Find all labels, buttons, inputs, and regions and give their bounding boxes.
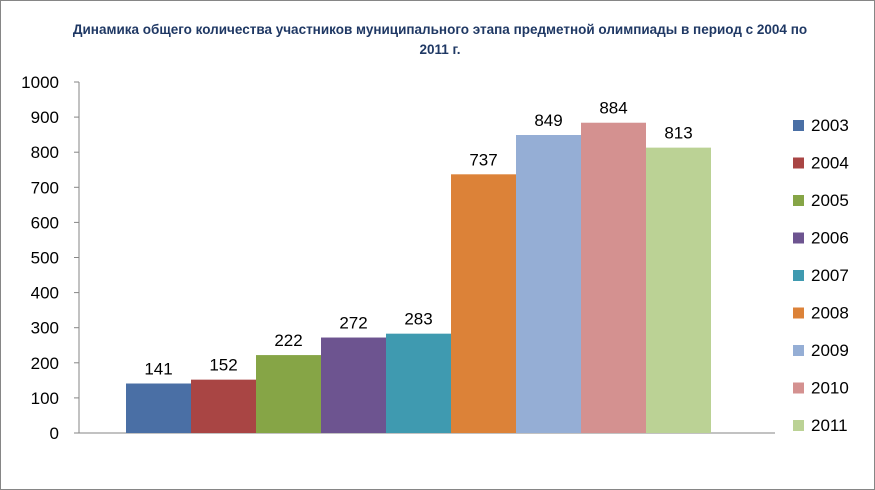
legend-swatch-2008 [793, 307, 804, 319]
bar-2011 [646, 147, 711, 433]
legend-swatch-2010 [793, 382, 804, 394]
data-label-2005: 222 [274, 331, 302, 350]
data-label-2011: 813 [664, 124, 692, 143]
bar-2004 [191, 379, 256, 433]
bar-2009 [516, 135, 581, 433]
y-tick-label: 900 [31, 108, 59, 127]
y-tick-label: 200 [31, 354, 59, 373]
y-tick-label: 1000 [21, 73, 59, 92]
legend-swatch-2011 [793, 420, 804, 431]
y-tick-label: 800 [31, 143, 59, 162]
legend-label-2010: 2010 [811, 379, 849, 398]
data-label-2004: 152 [209, 356, 237, 375]
legend-label-2007: 2007 [811, 266, 849, 285]
legend-label-2004: 2004 [811, 154, 849, 173]
y-tick-label: 500 [31, 249, 59, 268]
data-label-2007: 283 [404, 310, 432, 329]
legend-swatch-2009 [793, 345, 804, 356]
legend-swatch-2007 [793, 270, 804, 281]
bar-2007 [386, 333, 451, 433]
data-label-2008: 737 [469, 150, 497, 169]
y-tick-label: 0 [50, 424, 59, 443]
bar-2008 [451, 174, 516, 434]
bar-2003 [126, 383, 191, 433]
y-tick-label: 300 [31, 319, 59, 338]
legend-label-2006: 2006 [811, 229, 849, 248]
legend-swatch-2006 [793, 232, 804, 244]
y-tick-label: 100 [31, 389, 59, 408]
legend-swatch-2005 [793, 195, 804, 206]
legend-label-2008: 2008 [811, 304, 849, 323]
data-label-2009: 849 [534, 111, 562, 130]
y-tick-label: 600 [31, 213, 59, 232]
bar-2010 [581, 122, 646, 433]
data-label-2010: 884 [599, 99, 627, 118]
legend-label-2003: 2003 [811, 116, 849, 135]
bar-2005 [256, 355, 321, 433]
chart-title: Динамика общего количества участников му… [72, 22, 808, 57]
legend-label-2009: 2009 [811, 341, 849, 360]
data-label-2006: 272 [339, 314, 367, 333]
legend-label-2011: 2011 [811, 416, 848, 435]
data-label-2003: 141 [144, 360, 172, 379]
bar-2006 [321, 337, 386, 433]
legend-swatch-2004 [793, 157, 804, 169]
legend-swatch-2003 [793, 120, 804, 131]
legend-label-2005: 2005 [811, 191, 849, 210]
y-tick-label: 700 [31, 178, 59, 197]
y-tick-label: 400 [31, 284, 59, 303]
